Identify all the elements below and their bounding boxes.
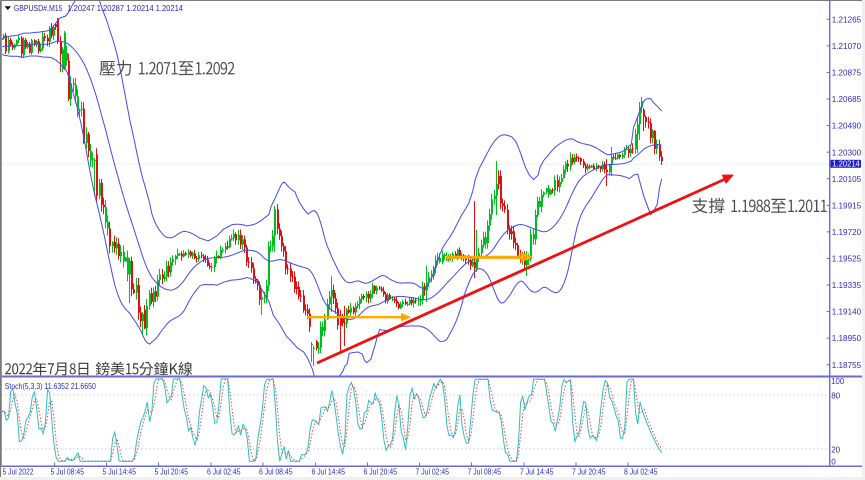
svg-text:80: 80 bbox=[831, 390, 840, 400]
svg-text:7 Jul 14:45: 7 Jul 14:45 bbox=[520, 466, 554, 476]
svg-text:7 Jul 08:45: 7 Jul 08:45 bbox=[468, 466, 502, 476]
svg-text:1.20247 1.20287 1.20214 1.2021: 1.20247 1.20287 1.20214 1.20214 bbox=[67, 3, 183, 13]
svg-text:20: 20 bbox=[831, 444, 840, 454]
svg-text:1.20875: 1.20875 bbox=[832, 68, 861, 78]
svg-text:1.20214: 1.20214 bbox=[832, 158, 860, 168]
svg-text:8 Jul 02:45: 8 Jul 02:45 bbox=[624, 466, 658, 476]
svg-text:6 Jul 08:45: 6 Jul 08:45 bbox=[259, 466, 293, 476]
svg-text:1.19915: 1.19915 bbox=[832, 200, 861, 210]
svg-text:1.21070: 1.21070 bbox=[832, 41, 861, 51]
svg-text:5 Jul 08:45: 5 Jul 08:45 bbox=[51, 466, 85, 476]
svg-text:1.20685: 1.20685 bbox=[832, 94, 861, 104]
svg-text:5 Jul 20:45: 5 Jul 20:45 bbox=[155, 466, 189, 476]
svg-text:1.19335: 1.19335 bbox=[832, 280, 861, 290]
svg-text:100: 100 bbox=[831, 376, 844, 386]
svg-text:6 Jul 02:45: 6 Jul 02:45 bbox=[207, 466, 241, 476]
svg-text:1.21265: 1.21265 bbox=[832, 14, 861, 24]
svg-text:1.19140: 1.19140 bbox=[832, 307, 861, 317]
svg-text:5 Jul 2022: 5 Jul 2022 bbox=[3, 466, 34, 476]
svg-text:1.20300: 1.20300 bbox=[832, 147, 861, 157]
svg-text:1.19525: 1.19525 bbox=[832, 254, 861, 264]
svg-text:5 Jul 14:45: 5 Jul 14:45 bbox=[103, 466, 137, 476]
svg-text:6 Jul 20:45: 6 Jul 20:45 bbox=[364, 466, 398, 476]
svg-text:1.18950: 1.18950 bbox=[832, 333, 861, 343]
svg-text:Stoch(5,3,3) 11.6352 21.6650: Stoch(5,3,3) 11.6352 21.6650 bbox=[5, 381, 96, 391]
svg-text:1.20490: 1.20490 bbox=[832, 121, 861, 131]
svg-text:0: 0 bbox=[831, 456, 836, 466]
svg-text:1.18755: 1.18755 bbox=[832, 360, 861, 370]
svg-text:GBPUSD#,M15: GBPUSD#,M15 bbox=[14, 3, 63, 13]
svg-text:7 Jul 20:45: 7 Jul 20:45 bbox=[572, 466, 606, 476]
svg-text:7 Jul 02:45: 7 Jul 02:45 bbox=[416, 466, 450, 476]
svg-text:6 Jul 14:45: 6 Jul 14:45 bbox=[312, 466, 346, 476]
svg-text:1.20105: 1.20105 bbox=[832, 174, 861, 184]
svg-text:1.19720: 1.19720 bbox=[832, 227, 861, 237]
